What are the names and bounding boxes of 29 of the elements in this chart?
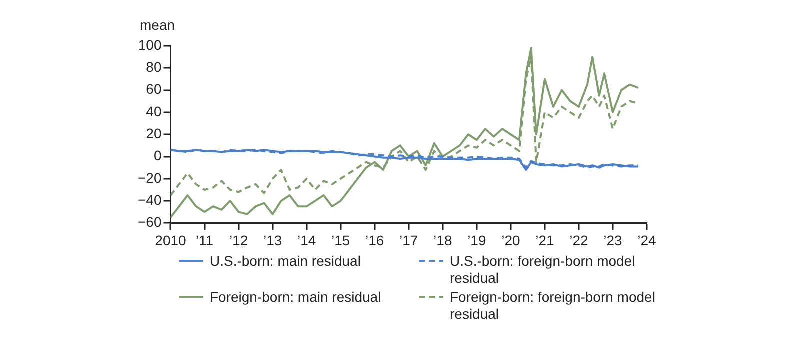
x-tick-label: ’23 [604,232,623,248]
y-tick-label: 80 [146,59,162,76]
x-tick-label: ’11 [196,232,214,248]
legend-label: Foreign-born: main residual [210,289,382,306]
x-tick-label: ’22 [570,232,589,248]
x-tick-label: ’20 [502,232,520,248]
x-tick-label: ’12 [229,232,248,248]
y-tick-label: 100 [138,36,162,53]
y-tick-label: 20 [146,125,162,142]
y-tick-label: −60 [138,214,162,230]
y-tick-label: 60 [146,81,162,98]
x-tick-label: ’18 [434,232,452,248]
y-tick-label: −40 [138,192,162,208]
legend-label: Foreign-born: foreign-born model residual [450,289,656,323]
y-axis-title: mean [140,17,176,33]
x-tick-label: ’13 [263,232,282,248]
x-tick-label: ’21 [536,232,554,248]
x-tick-label: 2010 [155,232,187,248]
x-tick-label: ’15 [331,232,350,248]
legend-label: U.S.-born: foreign-born model residual [450,253,636,287]
y-tick-label: 40 [146,103,162,120]
y-tick-label: 0 [154,148,162,164]
x-tick-label: ’16 [366,232,384,248]
y-tick-label: −20 [138,170,162,186]
x-tick-label: ’19 [468,232,486,248]
x-tick-label: ’17 [400,232,418,248]
legend-label: U.S.-born: main residual [210,253,361,270]
x-tick-label: ’24 [638,232,657,248]
x-tick-label: ’14 [297,232,316,248]
